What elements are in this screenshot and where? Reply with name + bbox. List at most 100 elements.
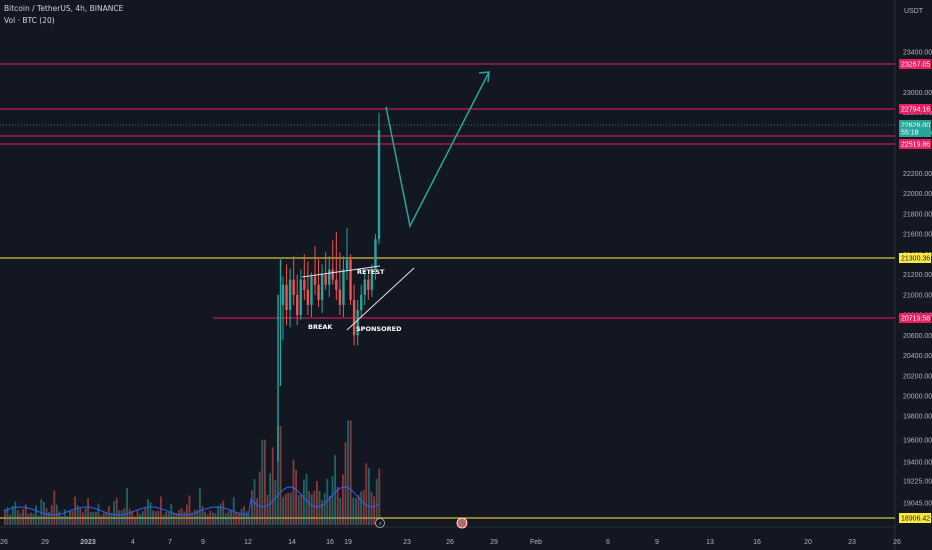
candle-body[interactable]: [288, 279, 292, 310]
candle-body[interactable]: [306, 289, 310, 305]
volume-bar[interactable]: [243, 506, 245, 525]
volume-bar[interactable]: [316, 481, 318, 525]
volume-bar[interactable]: [266, 494, 269, 525]
volume-bar[interactable]: [196, 509, 199, 525]
volume-bar[interactable]: [235, 512, 238, 525]
volume-bar[interactable]: [238, 512, 240, 525]
volume-bar[interactable]: [9, 514, 11, 525]
volume-bar[interactable]: [105, 512, 108, 525]
volume-bar[interactable]: [375, 478, 378, 525]
volume-bar[interactable]: [134, 516, 136, 525]
volume-bar[interactable]: [310, 494, 313, 525]
volume-bar[interactable]: [214, 513, 217, 525]
volume-bar[interactable]: [274, 479, 277, 525]
volume-bar[interactable]: [152, 510, 154, 525]
candle-body[interactable]: [296, 294, 299, 316]
volume-bar[interactable]: [128, 508, 131, 525]
volume-bar[interactable]: [100, 515, 102, 525]
volume-bar[interactable]: [58, 511, 61, 525]
candle-body[interactable]: [328, 269, 331, 285]
volume-bar[interactable]: [365, 463, 368, 525]
candle-body[interactable]: [356, 310, 359, 336]
ascending-trendline[interactable]: [346, 267, 415, 331]
volume-bar[interactable]: [136, 509, 139, 525]
candle-body[interactable]: [331, 269, 334, 280]
volume-bar[interactable]: [157, 510, 160, 525]
candle-body[interactable]: [317, 284, 320, 300]
volume-bar[interactable]: [352, 497, 355, 525]
candle-body[interactable]: [299, 279, 302, 316]
candle-body[interactable]: [349, 259, 352, 300]
projection-arrow-line[interactable]: [385, 71, 490, 229]
volume-bar[interactable]: [6, 507, 9, 525]
volume-bar[interactable]: [199, 488, 201, 525]
volume-bar[interactable]: [84, 507, 87, 525]
candle-body[interactable]: [360, 294, 363, 310]
candle-body[interactable]: [285, 284, 288, 310]
volume-bar[interactable]: [74, 496, 76, 525]
volume-bar[interactable]: [115, 497, 118, 525]
volume-bar[interactable]: [344, 442, 347, 525]
volume-bar[interactable]: [360, 491, 362, 525]
volume-bar[interactable]: [287, 492, 290, 525]
candle-body[interactable]: [374, 239, 377, 270]
volume-bar[interactable]: [279, 426, 282, 525]
volume-bar[interactable]: [290, 492, 292, 525]
volume-bar[interactable]: [245, 511, 248, 525]
volume-bar[interactable]: [79, 508, 82, 525]
volume-bar[interactable]: [227, 511, 230, 525]
volume-bar[interactable]: [121, 510, 123, 525]
volume-bar[interactable]: [209, 510, 212, 525]
candle-body[interactable]: [320, 274, 324, 300]
volume-bar[interactable]: [282, 497, 284, 525]
volume-bar[interactable]: [318, 490, 321, 525]
volume-bar[interactable]: [191, 512, 193, 525]
volume-bar[interactable]: [357, 495, 360, 525]
volume-bar[interactable]: [149, 502, 152, 525]
volume-bar[interactable]: [82, 512, 84, 525]
volume-bar[interactable]: [147, 499, 149, 525]
volume-bar[interactable]: [14, 501, 17, 525]
volume-bar[interactable]: [362, 489, 365, 525]
volume-bar[interactable]: [167, 511, 170, 525]
volume-bar[interactable]: [180, 508, 183, 525]
volume-bar[interactable]: [206, 514, 209, 525]
volume-bar[interactable]: [32, 513, 35, 525]
candle-body[interactable]: [363, 279, 366, 295]
volume-bar[interactable]: [339, 497, 342, 525]
volume-bar[interactable]: [368, 468, 370, 525]
volume-bar[interactable]: [201, 505, 204, 525]
volume-bar[interactable]: [141, 511, 144, 525]
volume-bar[interactable]: [61, 515, 63, 525]
volume-bar[interactable]: [253, 479, 256, 525]
volume-bar[interactable]: [126, 487, 128, 525]
volume-bar[interactable]: [11, 505, 14, 525]
candle-body[interactable]: [352, 299, 356, 336]
volume-bar[interactable]: [264, 439, 266, 525]
volume-bar[interactable]: [35, 505, 37, 525]
candle-body[interactable]: [370, 269, 374, 290]
symbol-title[interactable]: Bitcoin / TetherUS, 4h, BINANCE: [4, 4, 124, 13]
volume-bar[interactable]: [323, 492, 326, 525]
volume-bar[interactable]: [326, 478, 329, 525]
candle-body[interactable]: [338, 289, 342, 305]
volume-bar[interactable]: [131, 510, 134, 525]
volume-bar[interactable]: [4, 509, 6, 525]
retest-trendline[interactable]: [301, 265, 381, 278]
volume-bar[interactable]: [225, 513, 227, 525]
candle-body[interactable]: [377, 130, 381, 240]
volume-bar[interactable]: [178, 510, 180, 525]
volume-bar[interactable]: [48, 511, 50, 525]
volume-bar[interactable]: [295, 469, 297, 525]
volume-bar[interactable]: [76, 505, 79, 525]
volume-bar[interactable]: [144, 507, 147, 525]
volume-bar[interactable]: [217, 505, 219, 525]
volume-bar[interactable]: [331, 476, 334, 525]
volume-bar[interactable]: [204, 511, 206, 525]
volume-bar[interactable]: [378, 468, 381, 525]
volume-bar[interactable]: [248, 515, 251, 525]
volume-bar[interactable]: [271, 447, 274, 525]
volume-bar[interactable]: [17, 510, 19, 525]
